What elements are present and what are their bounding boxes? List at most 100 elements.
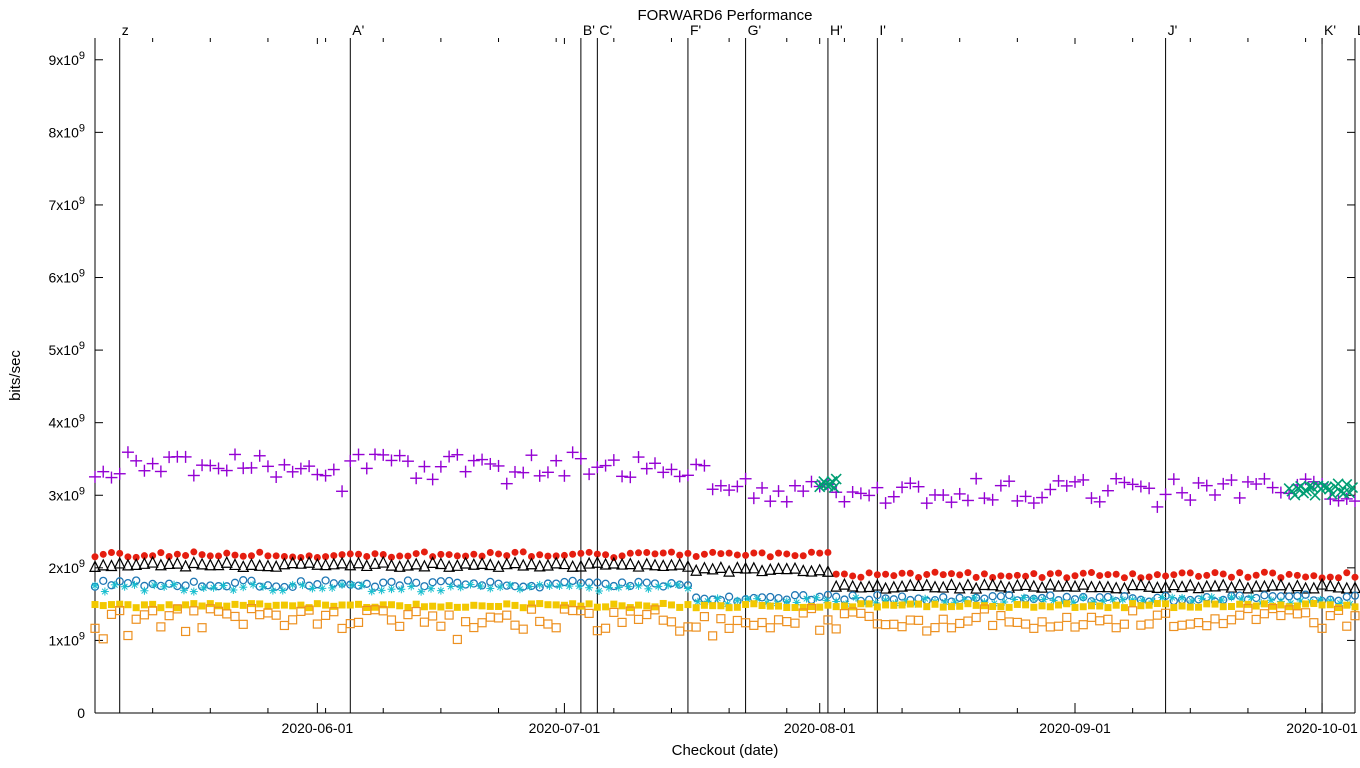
pt bbox=[734, 551, 741, 558]
pt bbox=[1154, 600, 1161, 607]
pt bbox=[1220, 603, 1227, 610]
pt bbox=[495, 603, 502, 610]
pt bbox=[446, 551, 453, 558]
pt bbox=[833, 603, 840, 610]
pt bbox=[470, 551, 477, 558]
pt bbox=[816, 550, 823, 557]
pt bbox=[232, 552, 239, 559]
pt bbox=[1294, 572, 1301, 579]
pt bbox=[783, 604, 790, 611]
pt bbox=[874, 571, 881, 578]
pt bbox=[1006, 573, 1013, 580]
pt bbox=[627, 550, 634, 557]
pt bbox=[1302, 600, 1309, 607]
pt bbox=[717, 550, 724, 557]
pt bbox=[289, 602, 296, 609]
pt bbox=[1170, 571, 1177, 578]
pt bbox=[1039, 602, 1046, 609]
pt bbox=[1269, 569, 1276, 576]
pt bbox=[742, 601, 749, 608]
pt bbox=[1104, 604, 1111, 611]
pt bbox=[1047, 603, 1054, 610]
xtick-label: 2020-09-01 bbox=[1039, 720, 1111, 736]
pt bbox=[1088, 602, 1095, 609]
pt bbox=[668, 601, 675, 608]
pt bbox=[734, 604, 741, 611]
pt bbox=[264, 552, 271, 559]
pt bbox=[915, 601, 922, 608]
pt bbox=[240, 553, 247, 560]
pt bbox=[306, 604, 313, 611]
pt bbox=[726, 604, 733, 611]
pt bbox=[92, 553, 99, 560]
pt bbox=[1253, 603, 1260, 610]
pt bbox=[1236, 601, 1243, 608]
pt bbox=[248, 600, 255, 607]
pt bbox=[1039, 574, 1046, 581]
pt bbox=[643, 549, 650, 556]
pt bbox=[314, 600, 321, 607]
pt bbox=[800, 604, 807, 611]
pt bbox=[1212, 569, 1219, 576]
pt bbox=[1080, 603, 1087, 610]
pt bbox=[816, 604, 823, 611]
pt bbox=[1343, 569, 1350, 576]
pt bbox=[199, 603, 206, 610]
event-label: A' bbox=[352, 22, 364, 38]
pt bbox=[470, 602, 477, 609]
pt bbox=[1261, 569, 1268, 576]
pt bbox=[668, 549, 675, 556]
pt bbox=[1072, 572, 1079, 579]
pt bbox=[1261, 600, 1268, 607]
pt bbox=[124, 601, 131, 608]
event-label: B' bbox=[583, 22, 595, 38]
pt bbox=[1253, 572, 1260, 579]
pt bbox=[643, 602, 650, 609]
pt bbox=[1203, 600, 1210, 607]
pt bbox=[232, 601, 239, 608]
pt bbox=[207, 600, 214, 607]
pt bbox=[330, 603, 337, 610]
pt bbox=[775, 603, 782, 610]
pt bbox=[223, 550, 230, 557]
pt bbox=[1310, 600, 1317, 607]
pt bbox=[240, 602, 247, 609]
pt bbox=[174, 551, 181, 558]
pt bbox=[413, 550, 420, 557]
pt bbox=[1195, 604, 1202, 611]
pt bbox=[907, 601, 914, 608]
pt bbox=[890, 572, 897, 579]
pt bbox=[388, 601, 395, 608]
event-label: H' bbox=[830, 22, 843, 38]
pt bbox=[1244, 574, 1251, 581]
pt bbox=[1310, 572, 1317, 579]
chart-svg: 01x1092x1093x1094x1095x1096x1097x1098x10… bbox=[0, 0, 1360, 768]
pt bbox=[347, 602, 354, 609]
pt bbox=[1352, 574, 1359, 581]
pt bbox=[429, 603, 436, 610]
pt bbox=[256, 549, 263, 556]
pt bbox=[726, 550, 733, 557]
pt bbox=[1352, 603, 1359, 610]
xtick-label: 2020-07-01 bbox=[529, 720, 601, 736]
pt bbox=[619, 602, 626, 609]
pt bbox=[594, 604, 601, 611]
pt bbox=[750, 600, 757, 607]
pt bbox=[421, 548, 428, 555]
pt bbox=[792, 604, 799, 611]
pt bbox=[1096, 572, 1103, 579]
pt bbox=[190, 548, 197, 555]
pt bbox=[141, 601, 148, 608]
pt bbox=[750, 550, 757, 557]
pt bbox=[396, 602, 403, 609]
pt bbox=[166, 601, 173, 608]
event-label: G' bbox=[748, 22, 762, 38]
chart-title: FORWARD6 Performance bbox=[637, 7, 812, 24]
pt bbox=[1162, 572, 1169, 579]
pt bbox=[133, 604, 140, 611]
pt bbox=[1228, 603, 1235, 610]
pt bbox=[783, 550, 790, 557]
pt bbox=[866, 569, 873, 576]
pt bbox=[948, 570, 955, 577]
pt bbox=[899, 601, 906, 608]
